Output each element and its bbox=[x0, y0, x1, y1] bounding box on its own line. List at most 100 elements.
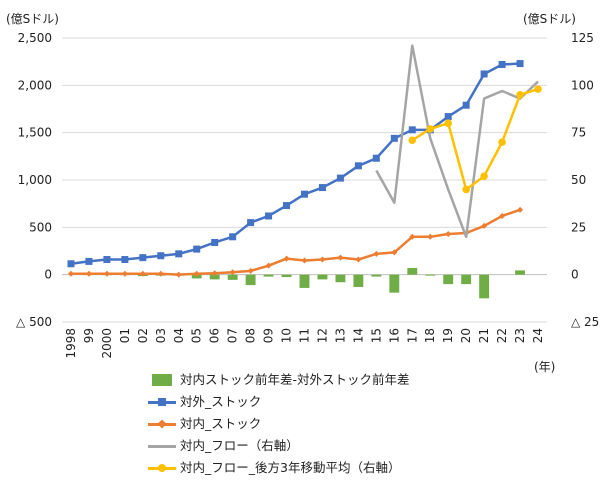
y-left-tick-label: 500 bbox=[29, 220, 52, 234]
point bbox=[211, 270, 218, 277]
point bbox=[517, 206, 524, 213]
point bbox=[391, 249, 398, 256]
bar bbox=[227, 274, 238, 280]
point bbox=[373, 250, 380, 257]
legend-item-inward: 対内_ストック bbox=[148, 413, 410, 435]
point bbox=[157, 270, 164, 277]
point bbox=[462, 101, 470, 109]
x-tick-label: 13 bbox=[333, 328, 347, 343]
line-series bbox=[67, 44, 542, 278]
line-path-flow bbox=[375, 44, 539, 239]
x-tick-label: 12 bbox=[315, 328, 329, 343]
point bbox=[336, 174, 344, 182]
legend-label: 対内_ストック bbox=[180, 416, 262, 431]
point bbox=[427, 233, 434, 240]
point bbox=[175, 271, 182, 278]
x-axis: 1998 99 2000 01 02 03 04 05 06 07 08 09 10 11 12 13 14 15… bbox=[64, 328, 545, 359]
point bbox=[318, 184, 326, 192]
line-inward bbox=[67, 206, 524, 278]
point bbox=[480, 172, 488, 181]
bar bbox=[299, 274, 310, 288]
legend-label: 対内ストック前年差-対外ストック前年差 bbox=[180, 372, 410, 387]
x-tick-label: 22 bbox=[495, 328, 509, 343]
point bbox=[498, 138, 506, 146]
legend-swatch bbox=[148, 417, 176, 431]
legend-item-flow_avg: 対内_フロー_後方3年移動平均（右軸） bbox=[148, 457, 410, 479]
y-right-tick-label: 125 bbox=[571, 31, 594, 45]
x-tick-label: 07 bbox=[226, 328, 240, 343]
bar bbox=[443, 274, 454, 285]
x-tick-label: 23 bbox=[513, 328, 527, 343]
y-axis-left-unit: (億Sドル) bbox=[6, 12, 59, 26]
point bbox=[445, 230, 452, 237]
legend-swatch bbox=[148, 439, 176, 453]
point bbox=[67, 270, 74, 277]
y-axis-right-unit: (億Sドル) bbox=[523, 12, 576, 26]
point bbox=[193, 245, 201, 253]
y-right-tick-label: 100 bbox=[571, 78, 594, 92]
point bbox=[499, 212, 506, 219]
bar bbox=[461, 274, 472, 285]
legend-swatch bbox=[148, 461, 176, 475]
line-outward bbox=[67, 60, 524, 268]
point bbox=[67, 260, 75, 268]
bar bbox=[281, 274, 292, 278]
x-tick-label: 05 bbox=[190, 328, 204, 343]
x-tick-label: 03 bbox=[154, 328, 168, 343]
x-tick-label: 02 bbox=[136, 328, 150, 343]
point bbox=[481, 222, 488, 229]
y-axis-right: △ 25 0 25 50 75 100 125 bbox=[571, 31, 599, 329]
point bbox=[157, 252, 165, 260]
bar bbox=[245, 274, 256, 286]
y-left-tick-label: 2,500 bbox=[18, 31, 52, 45]
x-tick-label: 18 bbox=[423, 328, 437, 343]
point bbox=[426, 125, 435, 133]
point bbox=[355, 256, 362, 263]
x-tick-label: 21 bbox=[477, 328, 491, 343]
x-tick-label: 99 bbox=[82, 328, 96, 343]
y-left-tick-label: 1,000 bbox=[18, 173, 52, 187]
x-tick-label: 17 bbox=[405, 328, 419, 343]
y-right-tick-label: 75 bbox=[571, 126, 586, 140]
x-tick-label: 10 bbox=[280, 328, 294, 343]
point bbox=[193, 270, 200, 277]
point bbox=[247, 267, 254, 274]
point bbox=[139, 270, 146, 277]
x-tick-label: 14 bbox=[351, 328, 365, 343]
point bbox=[462, 185, 470, 194]
point bbox=[301, 190, 308, 198]
x-tick-label: 09 bbox=[262, 328, 276, 343]
legend-label: 対内_フロー（右軸） bbox=[180, 438, 299, 453]
x-tick-label: 04 bbox=[172, 328, 186, 343]
x-tick-label: 20 bbox=[459, 328, 473, 343]
x-tick-label: 24 bbox=[531, 328, 545, 343]
y-right-tick-label: △ 25 bbox=[571, 315, 599, 329]
bar bbox=[407, 268, 418, 275]
legend-item-diff: 対内ストック前年差-対外ストック前年差 bbox=[148, 369, 410, 391]
x-tick-label: 2000 bbox=[100, 328, 114, 359]
point bbox=[121, 256, 129, 264]
bar bbox=[515, 270, 525, 275]
point bbox=[283, 202, 291, 210]
legend-label: 対外_ストック bbox=[180, 394, 262, 409]
y-right-tick-label: 0 bbox=[571, 268, 579, 282]
point bbox=[408, 136, 417, 145]
point bbox=[229, 233, 237, 241]
y-right-tick-label: 25 bbox=[571, 220, 586, 234]
bar bbox=[371, 274, 382, 277]
point bbox=[409, 233, 416, 240]
x-tick-label: 08 bbox=[244, 328, 258, 343]
point bbox=[265, 262, 272, 269]
x-tick-label: 16 bbox=[387, 328, 401, 343]
point bbox=[372, 154, 380, 162]
point bbox=[247, 219, 255, 227]
x-axis-unit: (年) bbox=[534, 360, 555, 374]
bar bbox=[317, 274, 328, 280]
legend-item-flow: 対内_フロー（右軸） bbox=[148, 435, 410, 457]
point bbox=[444, 119, 453, 127]
point bbox=[283, 255, 290, 262]
point bbox=[354, 162, 362, 170]
y-right-tick-label: 50 bbox=[571, 173, 586, 187]
bar bbox=[335, 274, 346, 283]
legend-swatch bbox=[148, 395, 176, 409]
